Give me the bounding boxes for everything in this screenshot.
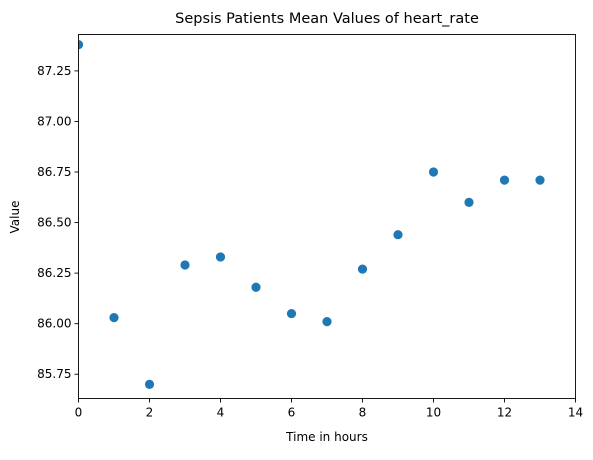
- y-tick-label: 87.00: [37, 114, 71, 128]
- x-tick-label: 0: [75, 406, 83, 420]
- x-tick-label: 8: [359, 406, 367, 420]
- data-point: [499, 175, 510, 185]
- x-tick-label: 14: [568, 406, 583, 420]
- data-point: [180, 260, 190, 270]
- x-tick-label: 4: [217, 406, 225, 420]
- y-tick-label: 86.75: [37, 165, 71, 179]
- data-point: [428, 167, 439, 177]
- plot-area: [78, 40, 545, 389]
- y-axis-label: Value: [8, 201, 22, 234]
- y-tick-label: 86.00: [37, 317, 71, 331]
- data-point: [109, 313, 119, 323]
- x-tick-label: 12: [497, 406, 512, 420]
- x-axis-label: Time in hours: [285, 430, 368, 444]
- data-point: [357, 264, 368, 274]
- data-point: [393, 230, 403, 240]
- x-axis-ticks: 0 2 4 6 8 10 12 14: [75, 398, 583, 420]
- data-point: [464, 197, 474, 207]
- x-tick-label: 10: [426, 406, 441, 420]
- data-point: [286, 308, 297, 319]
- y-tick-label: 85.75: [37, 367, 71, 381]
- data-point: [251, 282, 261, 292]
- plot-frame: [78, 34, 576, 399]
- data-point: [144, 379, 155, 389]
- data-point: [78, 40, 84, 50]
- y-tick-label: 87.25: [37, 64, 71, 78]
- chart-title: Sepsis Patients Mean Values of heart_rat…: [175, 11, 479, 27]
- x-tick-label: 2: [146, 406, 154, 420]
- y-tick-label: 86.50: [37, 216, 71, 230]
- y-tick-label: 86.25: [37, 266, 71, 280]
- data-point: [215, 252, 226, 262]
- data-points: [78, 40, 545, 389]
- y-axis-ticks: 85.75 86.00 86.25 86.50 86.75 87.00 87.25: [37, 64, 79, 381]
- data-point: [535, 175, 545, 185]
- x-tick-label: 6: [288, 406, 296, 420]
- data-point: [322, 317, 332, 327]
